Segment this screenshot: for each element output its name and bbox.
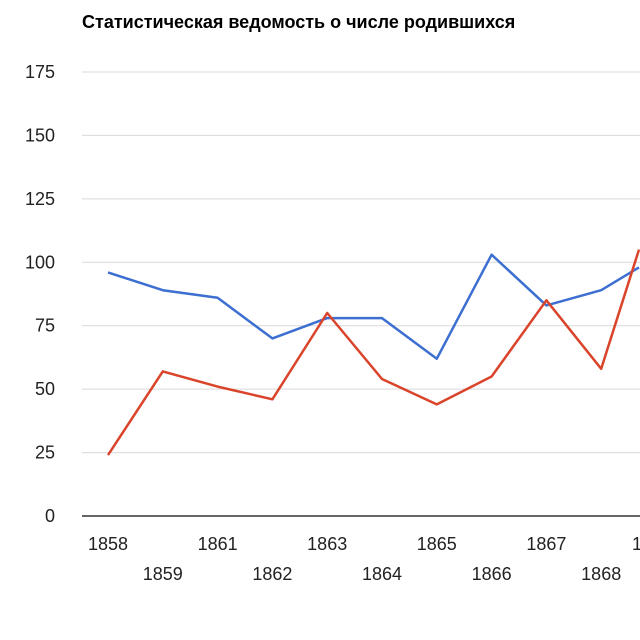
x-tick-label: 1858 xyxy=(88,534,128,554)
x-tick-label: 1868 xyxy=(581,564,621,584)
y-tick-label: 0 xyxy=(45,506,55,526)
y-tick-label: 25 xyxy=(35,443,55,463)
x-tick-label: 1862 xyxy=(252,564,292,584)
x-tick-label: 1864 xyxy=(362,564,402,584)
x-tick-label: 1865 xyxy=(417,534,457,554)
y-tick-label: 175 xyxy=(25,62,55,82)
x-tick-label: 1867 xyxy=(526,534,566,554)
series-line-1 xyxy=(107,253,640,360)
x-tick-label: 1 xyxy=(632,534,640,554)
x-tick-label: 1866 xyxy=(472,564,512,584)
y-tick-label: 50 xyxy=(35,379,55,399)
x-tick-label: 1861 xyxy=(198,534,238,554)
x-tick-label: 1859 xyxy=(143,564,183,584)
y-tick-label: 125 xyxy=(25,189,55,209)
y-tick-label: 150 xyxy=(25,125,55,145)
x-tick-label: 1863 xyxy=(307,534,347,554)
series-line-2 xyxy=(106,249,640,456)
y-tick-label: 100 xyxy=(25,252,55,272)
y-tick-label: 75 xyxy=(35,316,55,336)
chart-title: Статистическая ведомость о числе родивши… xyxy=(82,12,516,32)
